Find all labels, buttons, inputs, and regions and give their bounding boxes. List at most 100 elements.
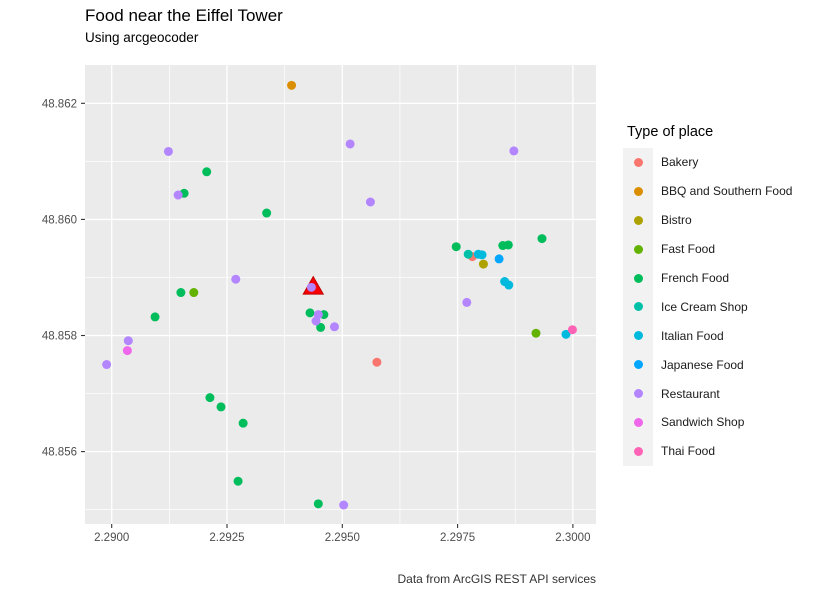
legend-item-label: Bakery xyxy=(661,155,699,170)
legend-item-label: French Food xyxy=(661,271,730,285)
data-point xyxy=(339,500,349,510)
data-point xyxy=(504,280,514,290)
data-point xyxy=(176,288,186,298)
data-point xyxy=(478,259,488,269)
legend-key-dot-icon xyxy=(633,273,643,283)
data-point xyxy=(311,316,321,326)
x-tick-label: 2.2925 xyxy=(209,532,244,544)
legend-key xyxy=(623,205,653,235)
legend-key-dot-icon xyxy=(633,244,643,254)
data-point xyxy=(150,312,160,322)
legend-item-label: BBQ and Southern Food xyxy=(661,184,793,199)
data-point xyxy=(537,234,547,244)
legend-key-dot-icon xyxy=(633,157,643,167)
data-point xyxy=(238,418,248,428)
legend-key xyxy=(623,292,653,322)
legend-key-dot-icon xyxy=(633,360,643,370)
data-point xyxy=(163,146,173,156)
legend-rows: Bakery BBQ and Southern Food Bistro Fast Fo… xyxy=(623,148,792,466)
data-point xyxy=(202,167,212,177)
data-point xyxy=(313,499,323,509)
data-point xyxy=(287,80,297,90)
legend-key xyxy=(623,436,653,466)
legend-item-label: Ice Cream Shop xyxy=(661,299,748,314)
data-point xyxy=(494,254,504,264)
legend-item-label: Bistro xyxy=(661,213,692,228)
legend-item-label: Thai Food xyxy=(661,444,716,459)
legend-key xyxy=(623,234,653,264)
legend-key-dot-icon xyxy=(633,186,643,196)
legend-key xyxy=(623,408,653,437)
data-point xyxy=(345,139,355,149)
plot-title: Food near the Eiffel Tower xyxy=(85,6,283,25)
plot-caption: Data from ArcGIS REST API services xyxy=(397,572,596,586)
x-tick-label: 2.2950 xyxy=(325,532,360,544)
legend-key xyxy=(623,350,653,380)
data-point xyxy=(477,250,487,260)
data-point xyxy=(329,322,339,332)
legend-item-italian-food: Italian Food xyxy=(623,321,792,351)
legend-key-dot-icon xyxy=(633,215,643,225)
data-point xyxy=(509,146,519,156)
data-point xyxy=(372,357,382,367)
legend-item-restaurant: Restaurant xyxy=(623,379,792,409)
data-point xyxy=(216,402,226,412)
y-tick-label: 48.858 xyxy=(42,331,77,343)
legend-item-japanese-food: Japanese Food xyxy=(623,350,792,380)
legend-item-label: Fast Food xyxy=(661,242,716,257)
x-tick-label: 2.3000 xyxy=(555,532,590,544)
data-point xyxy=(316,322,326,332)
legend-key xyxy=(623,148,653,177)
data-point xyxy=(365,197,375,207)
legend-key xyxy=(623,263,653,293)
y-tick-label: 48.862 xyxy=(42,98,77,110)
legend-item-fast-food: Fast Food xyxy=(623,234,792,264)
data-point xyxy=(462,297,472,307)
legend-key-dot-icon xyxy=(633,331,643,341)
legend-item-label: Restaurant xyxy=(661,386,720,401)
plot-subtitle: Using arcgeocoder xyxy=(85,30,199,45)
legend-item-bistro: Bistro xyxy=(623,205,792,235)
legend-item-label: Sandwich Shop xyxy=(661,415,745,430)
data-point xyxy=(503,240,513,250)
legend-item-ice-cream-shop: Ice Cream Shop xyxy=(623,292,792,322)
legend-item-label: Japanese Food xyxy=(661,357,744,372)
legend-key-dot-icon xyxy=(633,417,643,427)
legend-title: Type of place xyxy=(627,124,714,140)
legend-key-dot-icon xyxy=(633,389,643,399)
data-point xyxy=(463,249,473,259)
data-point xyxy=(306,282,316,292)
data-point xyxy=(531,328,541,338)
data-point xyxy=(262,208,272,218)
data-point xyxy=(205,393,215,403)
legend-item-bbq-and-southern-food: BBQ and Southern Food xyxy=(623,176,793,206)
legend-key-dot-icon xyxy=(633,302,643,312)
x-tick-label: 2.2975 xyxy=(440,532,475,544)
data-point xyxy=(567,325,577,335)
data-point xyxy=(561,329,571,339)
data-point xyxy=(231,274,241,284)
legend-key xyxy=(623,379,653,409)
data-point xyxy=(189,288,199,298)
legend-item-thai-food: Thai Food xyxy=(623,436,792,466)
legend: Type of place Bakery BBQ and Southern Foo… xyxy=(623,124,792,466)
x-tick-label: 2.2900 xyxy=(94,532,129,544)
data-point xyxy=(173,190,183,200)
data-point xyxy=(123,336,133,346)
legend-item-label: Italian Food xyxy=(661,328,724,343)
legend-item-bakery: Bakery xyxy=(623,148,792,177)
y-tick-label: 48.856 xyxy=(42,447,77,459)
legend-item-sandwich-shop: Sandwich Shop xyxy=(623,408,792,437)
legend-key-dot-icon xyxy=(633,446,643,456)
data-point xyxy=(122,346,132,356)
data-point xyxy=(305,308,315,318)
data-point xyxy=(102,360,112,370)
legend-key xyxy=(623,321,653,351)
legend-item-french-food: French Food xyxy=(623,263,792,293)
legend-key xyxy=(623,176,653,206)
y-tick-label: 48.860 xyxy=(42,214,77,226)
plot-panel xyxy=(85,65,596,524)
data-point xyxy=(233,476,243,486)
data-point xyxy=(451,242,461,252)
